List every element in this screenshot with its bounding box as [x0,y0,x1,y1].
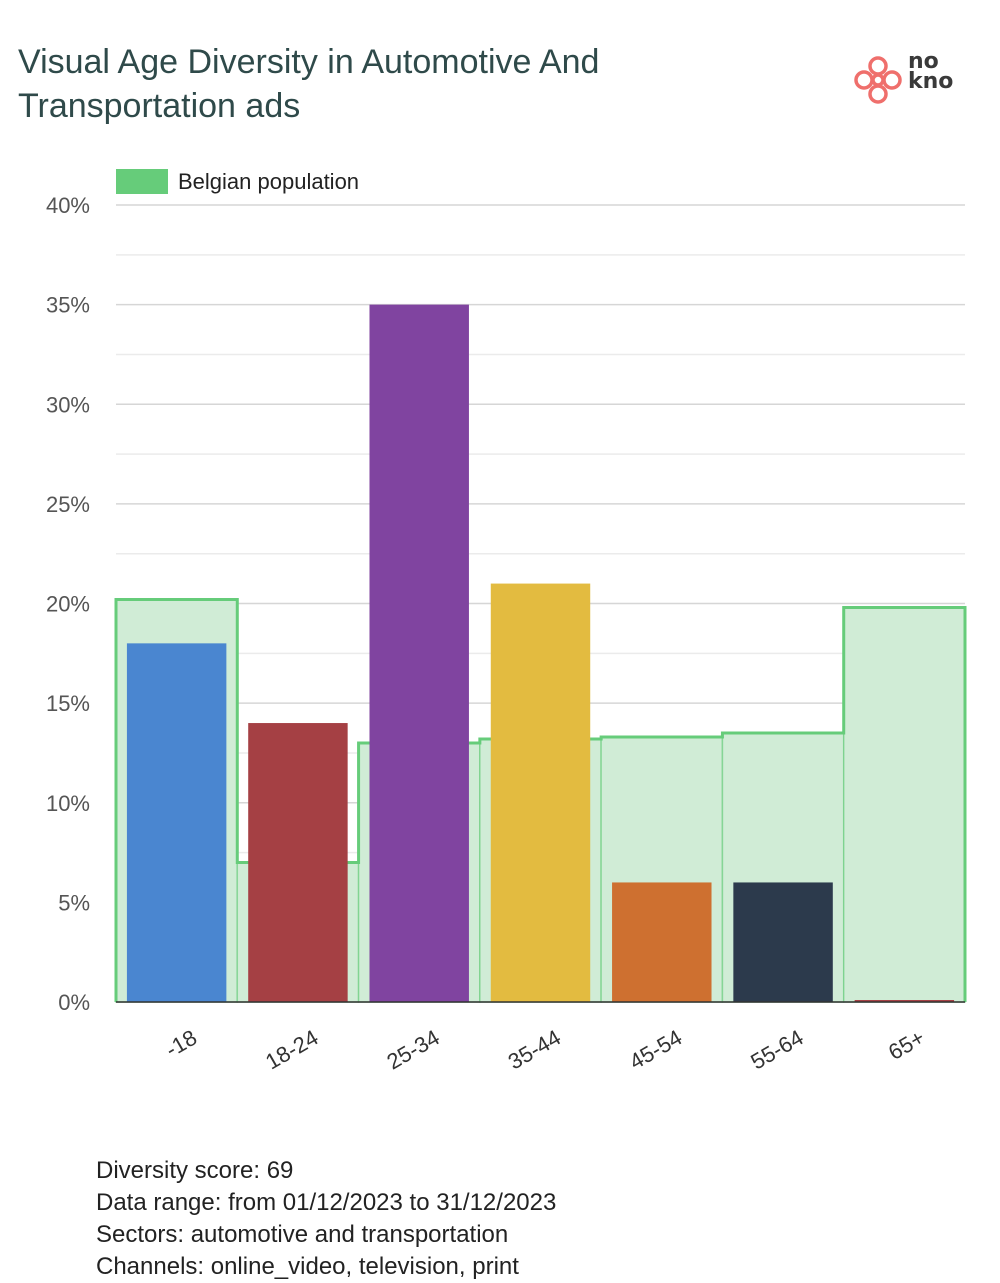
nokno-logo: no kno [850,49,970,108]
x-tick-label: 45-54 [625,1025,686,1075]
logo-wordmark: no kno [908,49,954,94]
logo-text-top: no [908,49,939,74]
diversity-score: Diversity score: 69 [96,1157,294,1184]
sectors: Sectors: automotive and transportation [96,1221,509,1248]
y-tick-label: 15% [46,691,90,716]
y-tick-label: 5% [58,890,90,915]
y-tick-label: 10% [46,791,90,816]
nokno-logo-mark [854,56,902,104]
legend-swatch [116,169,168,194]
x-tick-label: 35-44 [504,1025,565,1075]
data-range: Data range: from 01/12/2023 to 31/12/202… [96,1189,557,1216]
legend-label: Belgian population [178,169,359,194]
chart-footer: Diversity score: 69 Data range: from 01/… [96,1155,556,1283]
y-tick-label: 20% [46,592,90,617]
population-area-segment [842,606,966,1003]
x-tick-label: 55-64 [746,1025,807,1075]
chart-title: Visual Age Diversity in Automotive And T… [18,43,600,125]
y-tick-label: 0% [58,990,90,1015]
x-tick-label: 25-34 [382,1025,443,1075]
y-tick-label: 35% [46,293,90,318]
y-tick-label: 30% [46,392,90,417]
channels: Channels: online_video, television, prin… [96,1253,519,1280]
bar-65+ [854,1000,955,1002]
x-tick-label: -18 [161,1025,201,1063]
bar-25-34 [369,304,469,1002]
bar-45-54 [612,882,712,1002]
x-tick-label: 18-24 [261,1025,322,1075]
logo-text-bottom: kno [908,69,954,94]
bar-55-64 [733,882,833,1002]
y-tick-label: 40% [46,193,90,218]
y-tick-label: 25% [46,492,90,517]
x-tick-label: 65+ [884,1025,929,1065]
age-diversity-chart: 0% 5% 10% 15% 20% 25% 30% 35% 40% -18 18-24 25-34 35… [46,169,967,1075]
bar-35-44 [490,583,591,1002]
bar-18-24 [248,723,348,1002]
bar--18 [126,643,227,1002]
